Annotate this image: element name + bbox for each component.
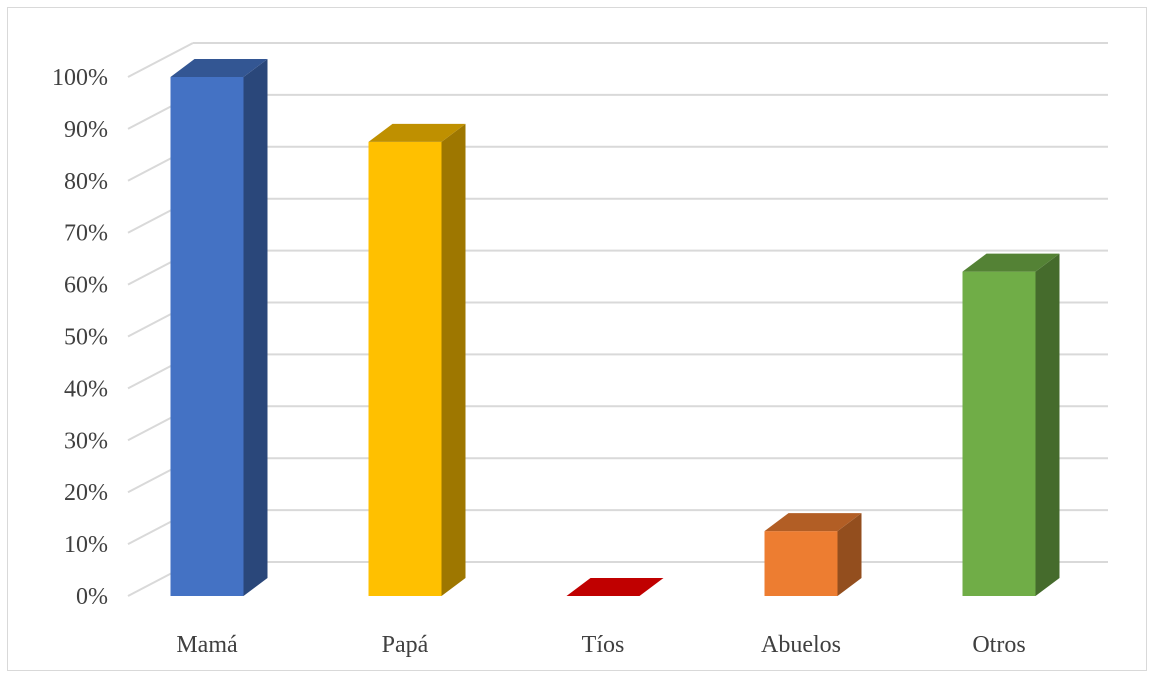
y-tick-label: 0% bbox=[76, 584, 108, 610]
x-category-label: Mamá bbox=[176, 632, 238, 658]
x-category-label: Tíos bbox=[582, 632, 625, 658]
bar-side bbox=[441, 123, 466, 596]
y-tick-label: 40% bbox=[64, 376, 108, 402]
x-category-label: Papá bbox=[382, 632, 429, 658]
bar-top bbox=[764, 513, 862, 532]
x-category-label: Otros bbox=[972, 632, 1025, 658]
x-category-label: Abuelos bbox=[761, 632, 841, 658]
bar-side bbox=[243, 59, 268, 596]
y-tick-label: 80% bbox=[64, 169, 108, 195]
bar-front bbox=[368, 141, 442, 596]
y-tick-label: 60% bbox=[64, 273, 108, 299]
y-tick-label: 70% bbox=[64, 221, 108, 247]
bar-front bbox=[170, 77, 244, 596]
y-tick-label: 10% bbox=[64, 532, 108, 558]
bar-top bbox=[368, 123, 466, 142]
y-tick-label: 50% bbox=[64, 325, 108, 351]
bar-top bbox=[962, 253, 1060, 272]
bar-front bbox=[962, 271, 1036, 596]
y-tick-label: 100% bbox=[52, 65, 108, 91]
y-tick-label: 20% bbox=[64, 480, 108, 506]
y-tick-label: 90% bbox=[64, 117, 108, 143]
bar-side bbox=[1035, 253, 1060, 596]
y-tick-label: 30% bbox=[64, 428, 108, 454]
bar-front bbox=[764, 531, 838, 596]
gridline-side bbox=[127, 42, 194, 78]
bar-top bbox=[170, 59, 268, 77]
bar-top bbox=[566, 578, 664, 596]
bar-side bbox=[837, 513, 862, 596]
